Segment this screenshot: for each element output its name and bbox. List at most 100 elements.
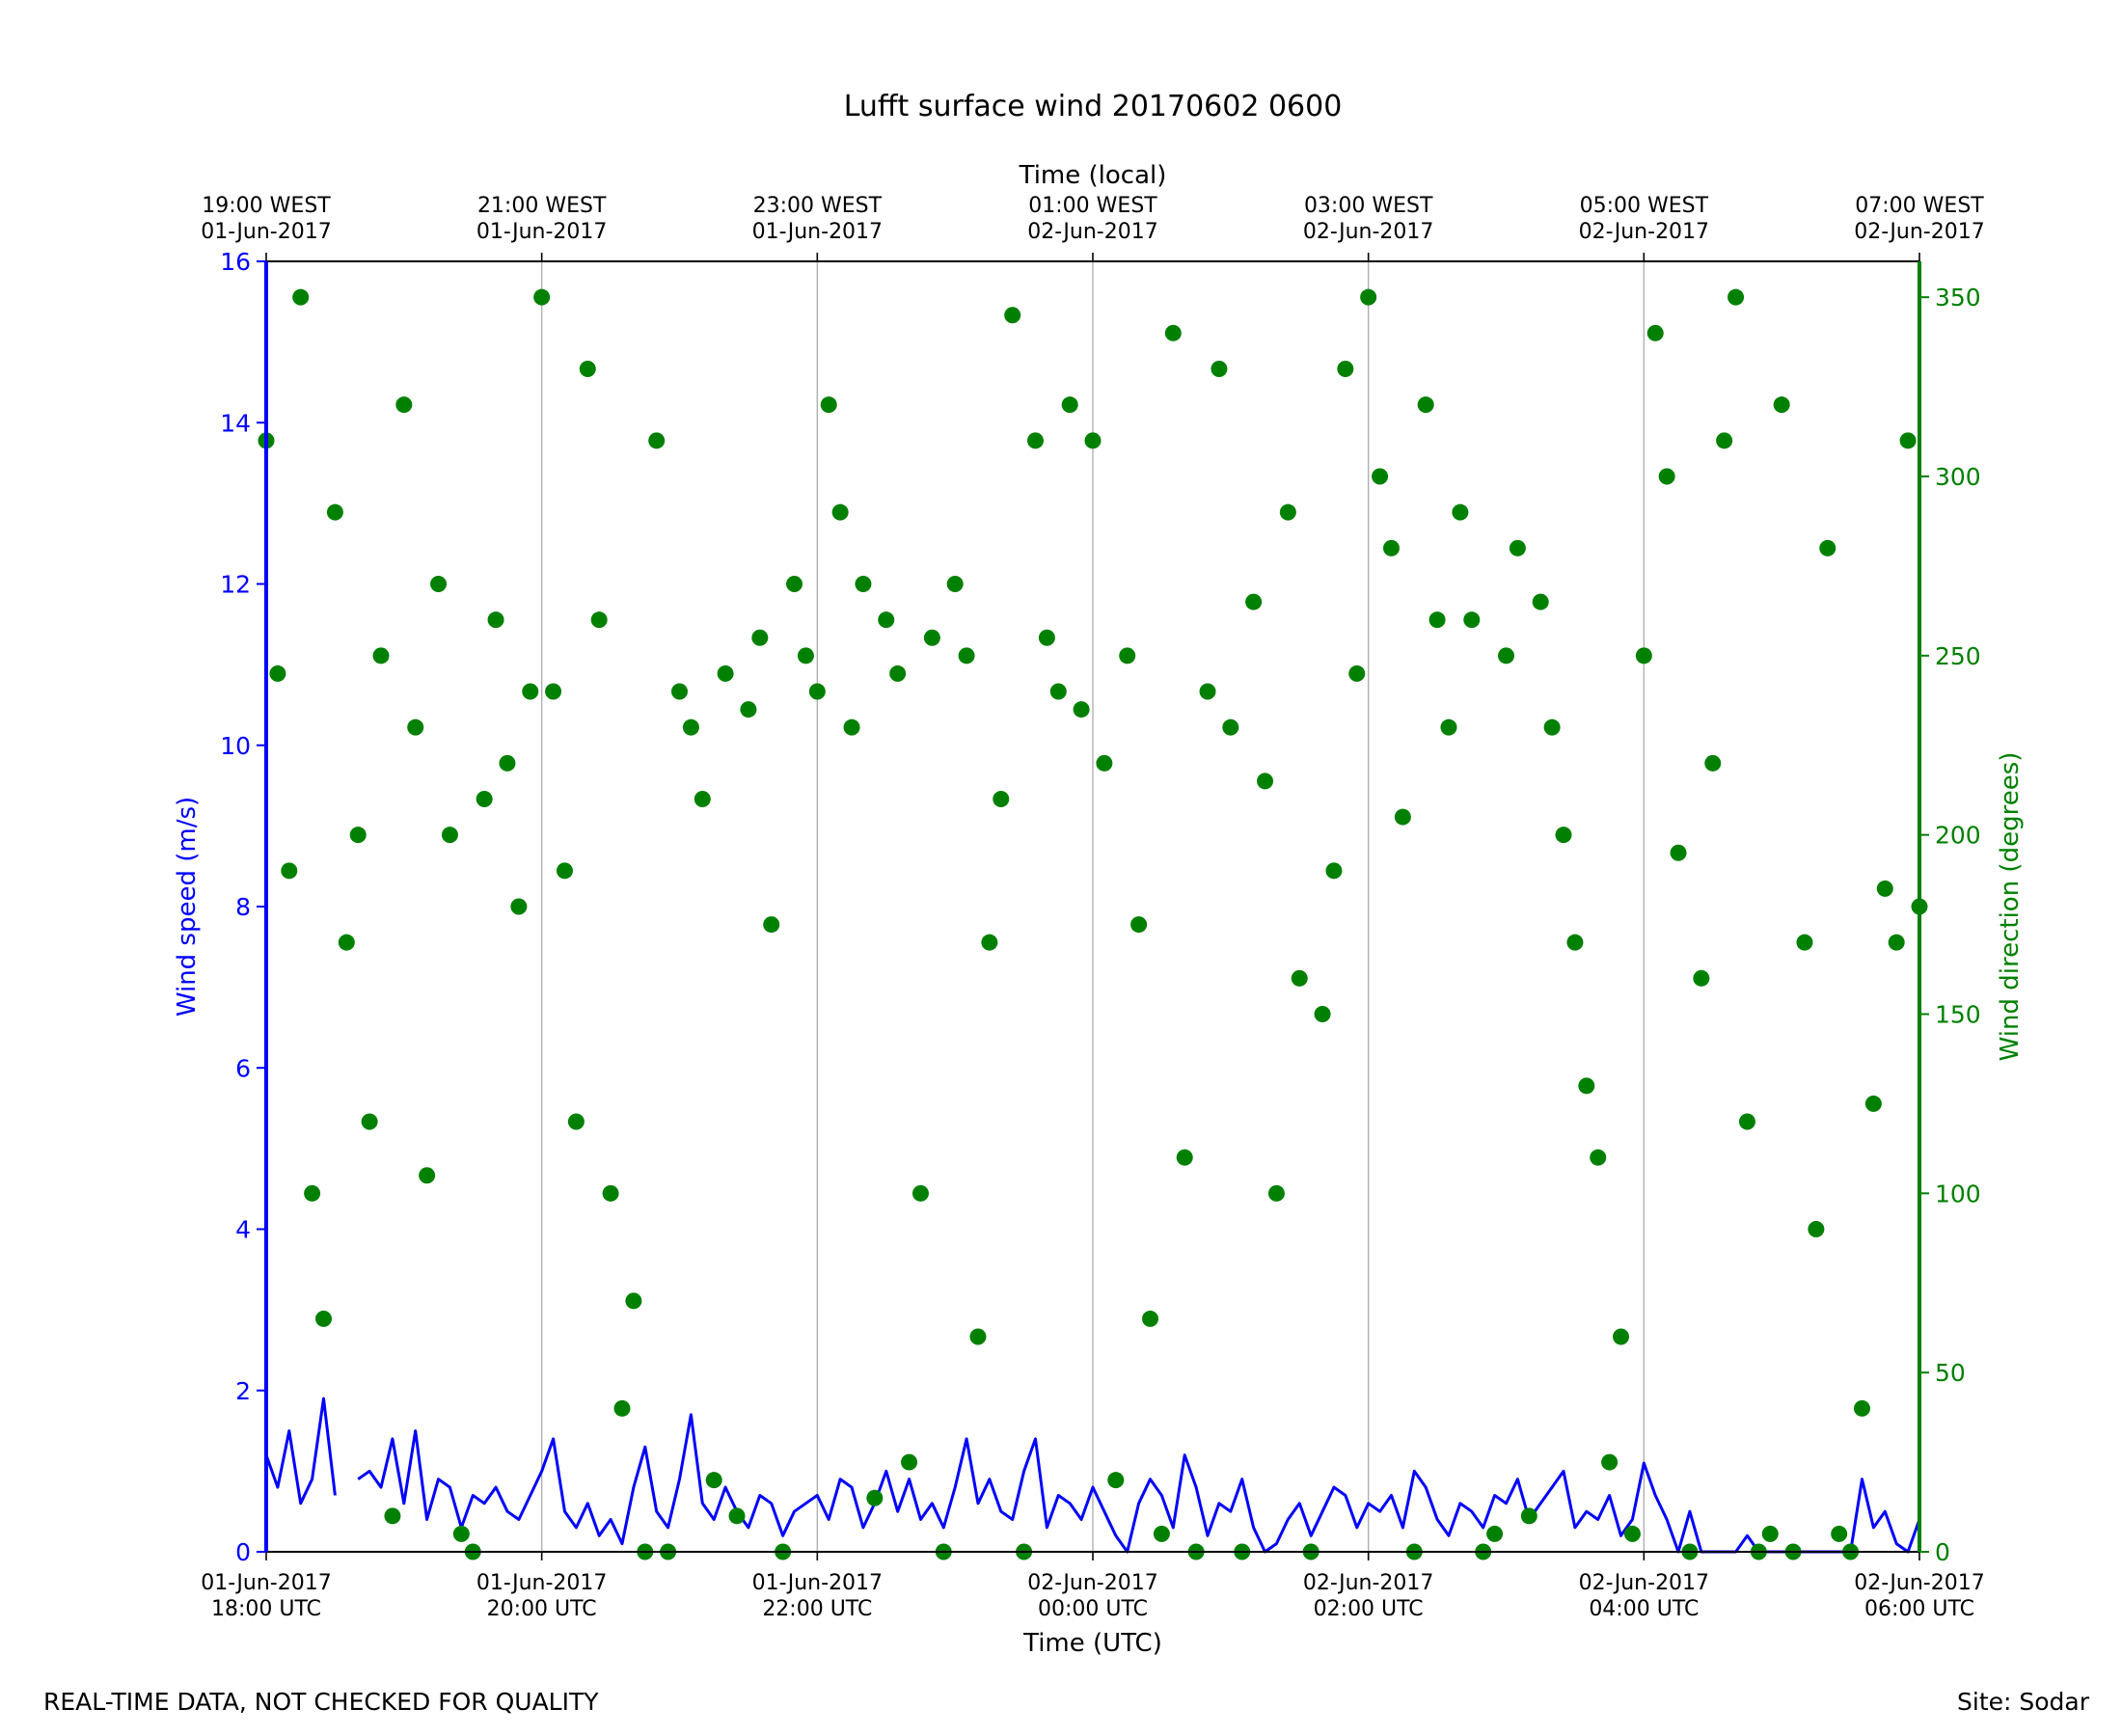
direction-point bbox=[1498, 647, 1514, 665]
direction-point bbox=[1164, 324, 1182, 341]
direction-point bbox=[625, 1292, 642, 1310]
direction-point bbox=[1325, 862, 1343, 880]
direction-point bbox=[441, 827, 458, 844]
direction-point bbox=[1716, 432, 1733, 449]
direction-point bbox=[1084, 432, 1102, 449]
direction-point bbox=[510, 898, 528, 915]
direction-point bbox=[717, 665, 734, 682]
direction-point bbox=[579, 361, 596, 377]
x2-tick-label: 05:00 WEST 02-Jun-2017 bbox=[1579, 194, 1709, 244]
direction-point bbox=[1888, 934, 1905, 951]
direction-point bbox=[1038, 629, 1055, 646]
x-axis-label: Time (UTC) bbox=[1022, 1629, 1162, 1658]
direction-point bbox=[395, 396, 413, 414]
direction-point bbox=[419, 1167, 436, 1184]
direction-point bbox=[740, 701, 757, 719]
direction-point bbox=[487, 611, 504, 629]
direction-point bbox=[476, 791, 493, 807]
direction-point bbox=[1314, 1006, 1331, 1022]
direction-point bbox=[1107, 1472, 1125, 1489]
direction-point bbox=[1590, 1149, 1607, 1166]
direction-point bbox=[1337, 361, 1354, 377]
direction-point bbox=[1796, 934, 1813, 951]
direction-point bbox=[1382, 539, 1400, 556]
y-tick-label: 12 bbox=[220, 571, 251, 599]
direction-point bbox=[1245, 593, 1263, 610]
direction-point bbox=[1176, 1149, 1193, 1166]
direction-point bbox=[556, 862, 573, 880]
direction-point bbox=[1257, 773, 1274, 790]
direction-point bbox=[1199, 683, 1216, 700]
direction-point bbox=[728, 1507, 746, 1525]
x2-tick-label: 19:00 WEST 01-Jun-2017 bbox=[201, 194, 331, 244]
y2-tick-label: 150 bbox=[1935, 1001, 1981, 1029]
direction-point bbox=[1613, 1328, 1630, 1345]
direction-point bbox=[1394, 808, 1411, 826]
x-tick-label: 01-Jun-2017 20:00 UTC bbox=[476, 1571, 607, 1621]
direction-point bbox=[808, 683, 826, 700]
direction-point bbox=[1130, 916, 1148, 934]
direction-point bbox=[1153, 1525, 1170, 1542]
direction-point bbox=[1004, 307, 1021, 324]
direction-point bbox=[407, 719, 424, 736]
x2-tick-label: 23:00 WEST 01-Jun-2017 bbox=[752, 194, 883, 244]
direction-point bbox=[522, 683, 539, 700]
footer-right: Site: Sodar bbox=[1957, 1688, 2090, 1716]
direction-point bbox=[1670, 844, 1687, 861]
direction-point bbox=[613, 1399, 631, 1417]
direction-point bbox=[993, 791, 1010, 807]
direction-point bbox=[1142, 1310, 1159, 1327]
direction-point bbox=[1532, 593, 1549, 610]
y2-tick-label: 100 bbox=[1935, 1180, 1981, 1207]
y2-tick-label: 300 bbox=[1935, 463, 1981, 491]
direction-point bbox=[648, 432, 666, 449]
direction-point bbox=[694, 791, 711, 807]
y-tick-label: 16 bbox=[220, 248, 251, 276]
direction-point bbox=[1876, 880, 1893, 897]
direction-point bbox=[1417, 396, 1434, 414]
y-tick-label: 6 bbox=[235, 1054, 251, 1082]
chart-title: Lufft surface wind 20170602 0600 bbox=[844, 90, 1343, 123]
direction-point bbox=[338, 934, 355, 951]
direction-point bbox=[1555, 827, 1572, 844]
direction-point bbox=[1646, 324, 1664, 341]
direction-point bbox=[1452, 503, 1469, 521]
y-tick-label: 4 bbox=[235, 1216, 251, 1244]
x-tick-label: 02-Jun-2017 04:00 UTC bbox=[1579, 1571, 1709, 1621]
y2-tick-label: 350 bbox=[1935, 284, 1981, 312]
direction-point bbox=[1222, 719, 1239, 736]
direction-point bbox=[866, 1489, 884, 1506]
direction-point bbox=[958, 647, 975, 665]
direction-point bbox=[763, 916, 780, 934]
direction-point bbox=[1808, 1221, 1825, 1237]
x2-tick-label: 01:00 WEST 02-Jun-2017 bbox=[1027, 194, 1157, 244]
direction-point bbox=[292, 288, 310, 306]
direction-point bbox=[831, 503, 849, 521]
direction-point bbox=[797, 647, 814, 665]
direction-point bbox=[1026, 432, 1044, 449]
direction-point bbox=[304, 1184, 321, 1202]
direction-point bbox=[1486, 1525, 1504, 1542]
direction-point bbox=[1864, 1095, 1882, 1112]
direction-point bbox=[1738, 1113, 1755, 1130]
direction-point bbox=[682, 719, 699, 736]
direction-point bbox=[326, 503, 343, 521]
x2-tick-label: 03:00 WEST 02-Jun-2017 bbox=[1303, 194, 1433, 244]
y2-tick-label: 0 bbox=[1935, 1538, 1950, 1566]
y-tick-label: 14 bbox=[220, 409, 251, 437]
y-tick-label: 8 bbox=[235, 893, 251, 921]
direction-point bbox=[1728, 288, 1745, 306]
direction-point bbox=[671, 683, 688, 700]
direction-point bbox=[1463, 611, 1481, 629]
direction-point bbox=[1267, 1184, 1285, 1202]
direction-point bbox=[1578, 1077, 1595, 1095]
y2-tick-label: 250 bbox=[1935, 642, 1981, 670]
direction-point bbox=[590, 611, 608, 629]
direction-point bbox=[1348, 665, 1366, 682]
y-tick-label: 0 bbox=[235, 1538, 251, 1566]
direction-point bbox=[751, 629, 769, 646]
direction-point bbox=[430, 576, 448, 592]
